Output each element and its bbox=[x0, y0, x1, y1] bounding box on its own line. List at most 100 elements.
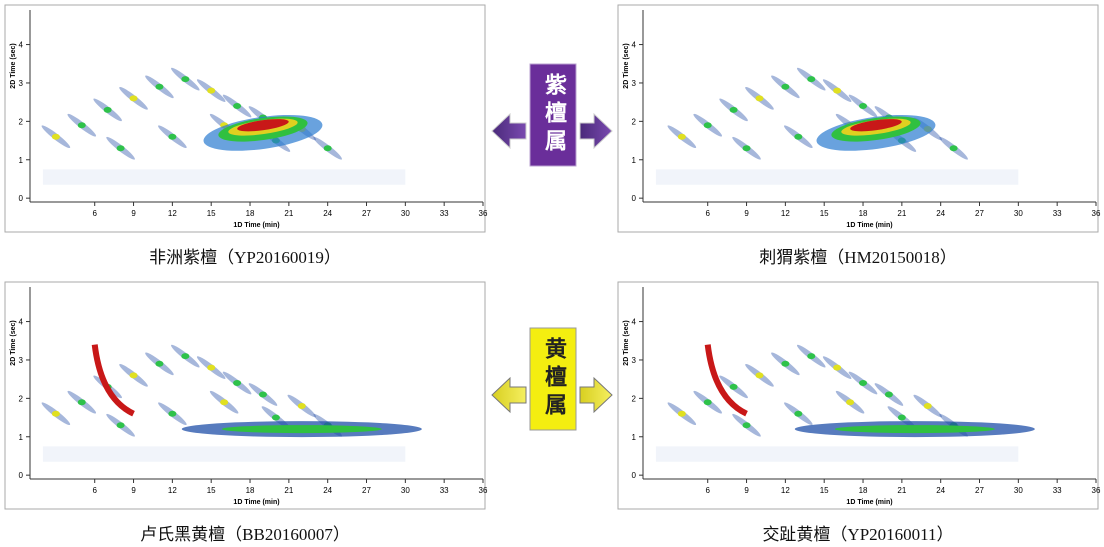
y-tick-label: 4 bbox=[632, 318, 637, 327]
texture bbox=[181, 76, 190, 83]
y-axis-label: 2D Time (sec) bbox=[10, 43, 17, 88]
x-tick-label: 27 bbox=[975, 209, 984, 218]
x-tick-label: 18 bbox=[859, 486, 868, 495]
x-tick-label: 6 bbox=[92, 486, 97, 495]
texture bbox=[677, 133, 686, 140]
y-tick-label: 2 bbox=[632, 117, 637, 126]
x-tick-label: 12 bbox=[781, 486, 790, 495]
texture bbox=[807, 76, 816, 83]
texture bbox=[207, 364, 216, 371]
x-tick-label: 24 bbox=[936, 209, 945, 218]
texture bbox=[755, 95, 764, 102]
x-tick-label: 30 bbox=[1014, 486, 1023, 495]
x-tick-label: 9 bbox=[131, 486, 136, 495]
caption: 非洲紫檀（YP20160019） bbox=[149, 248, 341, 267]
y-tick-label: 1 bbox=[632, 156, 637, 165]
texture bbox=[237, 119, 289, 132]
x-tick-label: 36 bbox=[1092, 209, 1101, 218]
x-tick-label: 6 bbox=[705, 486, 710, 495]
arrow-left bbox=[491, 376, 527, 414]
texture bbox=[781, 360, 790, 367]
x-tick-label: 12 bbox=[168, 209, 177, 218]
texture bbox=[271, 414, 280, 421]
texture bbox=[833, 364, 842, 371]
y-tick-label: 2 bbox=[19, 394, 24, 403]
genus-label: 紫檀属 bbox=[541, 73, 566, 157]
caption: 交趾黄檀（YP20160011） bbox=[762, 525, 954, 544]
texture bbox=[323, 145, 332, 152]
texture bbox=[704, 344, 748, 417]
y-tick-label: 1 bbox=[19, 433, 24, 442]
y-tick-label: 3 bbox=[632, 79, 637, 88]
texture bbox=[207, 87, 216, 94]
plot-texture bbox=[41, 344, 422, 462]
texture bbox=[51, 410, 60, 417]
caption: 刺猬紫檀（HM20150018） bbox=[759, 248, 957, 267]
texture bbox=[116, 422, 125, 429]
x-tick-label: 18 bbox=[246, 209, 255, 218]
texture bbox=[129, 95, 138, 102]
x-tick-label: 9 bbox=[744, 486, 749, 495]
texture bbox=[859, 103, 868, 109]
y-tick-label: 4 bbox=[632, 41, 637, 50]
y-tick-label: 0 bbox=[632, 471, 637, 480]
texture bbox=[850, 119, 902, 132]
x-tick-label: 33 bbox=[440, 209, 449, 218]
texture bbox=[155, 360, 164, 367]
panel-frame bbox=[617, 4, 1099, 233]
x-tick-label: 9 bbox=[131, 209, 136, 218]
y-tick-label: 0 bbox=[632, 194, 637, 203]
texture bbox=[703, 122, 712, 129]
x-axis-label: 1D Time (min) bbox=[233, 499, 279, 506]
texture bbox=[233, 103, 242, 109]
x-tick-label: 36 bbox=[1092, 486, 1101, 495]
caption: 卢氏黑黄檀（BB20160007） bbox=[140, 525, 350, 544]
y-axis-label: 2D Time (sec) bbox=[623, 320, 630, 365]
genus-label: 黄檀属 bbox=[541, 337, 566, 421]
y-tick-label: 1 bbox=[632, 433, 637, 442]
texture bbox=[655, 169, 1019, 185]
x-tick-label: 36 bbox=[479, 209, 488, 218]
texture bbox=[221, 425, 382, 434]
texture bbox=[794, 410, 803, 417]
genus-box bbox=[529, 327, 577, 431]
texture bbox=[91, 344, 135, 417]
y-tick-label: 4 bbox=[19, 318, 24, 327]
arrow-right bbox=[579, 112, 613, 150]
texture bbox=[42, 169, 406, 185]
plot-texture bbox=[41, 67, 406, 185]
x-tick-label: 21 bbox=[284, 209, 293, 218]
texture bbox=[77, 122, 86, 129]
x-tick-label: 24 bbox=[936, 486, 945, 495]
texture bbox=[51, 133, 60, 140]
x-tick-label: 6 bbox=[92, 209, 97, 218]
y-axis-label: 2D Time (sec) bbox=[10, 320, 17, 365]
plot-texture bbox=[655, 344, 1035, 462]
texture bbox=[807, 353, 816, 360]
texture bbox=[742, 422, 751, 429]
x-tick-label: 9 bbox=[744, 209, 749, 218]
x-axis-label: 1D Time (min) bbox=[846, 499, 892, 506]
texture bbox=[297, 403, 306, 410]
x-tick-label: 33 bbox=[1053, 209, 1062, 218]
x-axis-label: 1D Time (min) bbox=[846, 222, 892, 229]
arrow-right bbox=[579, 376, 613, 414]
x-tick-label: 6 bbox=[705, 209, 710, 218]
texture bbox=[103, 106, 112, 113]
y-tick-label: 2 bbox=[19, 117, 24, 126]
y-tick-label: 3 bbox=[19, 79, 24, 88]
x-tick-label: 15 bbox=[207, 209, 216, 218]
texture bbox=[258, 391, 267, 398]
x-tick-label: 21 bbox=[897, 209, 906, 218]
y-tick-label: 1 bbox=[19, 156, 24, 165]
x-tick-label: 21 bbox=[897, 486, 906, 495]
genus-box bbox=[529, 63, 577, 167]
texture bbox=[742, 145, 751, 152]
x-tick-label: 18 bbox=[246, 486, 255, 495]
y-axis-label: 2D Time (sec) bbox=[623, 43, 630, 88]
x-tick-label: 24 bbox=[323, 209, 332, 218]
texture bbox=[897, 414, 906, 421]
y-tick-label: 4 bbox=[19, 41, 24, 50]
texture bbox=[233, 380, 242, 386]
